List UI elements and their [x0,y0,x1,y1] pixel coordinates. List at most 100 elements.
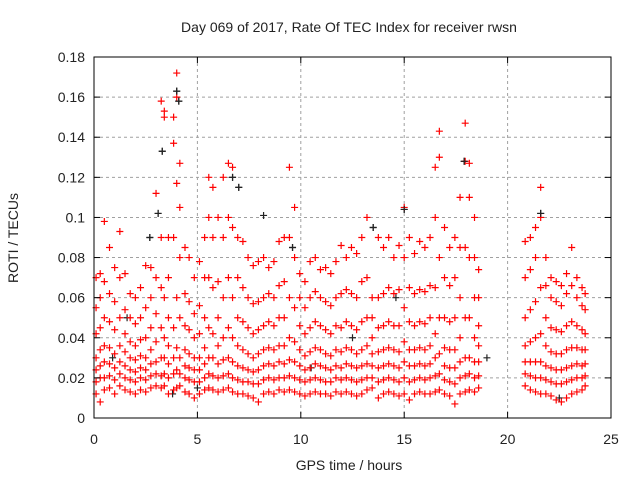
data-point [214,374,222,382]
data-point [347,244,355,252]
data-point [111,326,119,334]
data-point [456,358,464,366]
data-point [547,274,555,282]
data-point [291,338,299,346]
data-point [265,374,273,382]
data-point [400,205,408,213]
data-point [260,346,268,354]
data-point [426,282,434,290]
x-tick-label: 10 [293,431,309,447]
data-point [111,390,119,398]
data-point [170,139,178,147]
data-point [542,376,550,384]
data-point [347,376,355,384]
data-point [311,360,319,368]
data-point [311,288,319,296]
data-point [581,360,589,368]
y-tick-label: 0.18 [58,49,85,65]
data-point [547,364,555,372]
data-point [201,386,209,394]
data-point [358,346,366,354]
data-point [311,254,319,262]
data-point [291,374,299,382]
data-point [465,159,473,167]
data-point [301,352,309,360]
data-point [190,310,198,318]
data-point [157,324,165,332]
x-tick-label: 0 [90,431,98,447]
data-point [116,227,124,235]
data-point [96,270,104,278]
data-point [265,388,273,396]
data-point [316,322,324,330]
data-point [147,324,155,332]
data-point [244,350,252,358]
data-point [209,183,217,191]
y-axis-label: ROTI / TECUs [5,193,21,283]
data-point [214,388,222,396]
data-point [342,374,350,382]
data-point [537,209,545,217]
data-point [421,320,429,328]
data-point [405,234,413,241]
data-point [435,350,443,358]
x-tick-label: 25 [603,431,619,447]
data-point [173,87,181,95]
data-point [229,163,237,171]
data-point [475,294,483,302]
data-point [142,354,150,362]
data-point [537,330,545,338]
data-point [164,360,172,368]
data-point [353,250,361,258]
data-point [347,322,355,330]
data-point [214,213,222,221]
data-point [195,302,203,310]
data-point [285,356,293,364]
data-point [327,352,335,360]
data-point [395,364,403,372]
data-point [201,374,209,382]
data-point [316,376,324,384]
data-point [260,294,268,302]
data-point [421,244,429,252]
y-tick-label: 0.16 [58,89,85,105]
data-point [152,189,160,197]
data-point [205,384,213,392]
data-point [421,362,429,370]
data-point [411,362,419,370]
y-tick-label: 0.04 [58,330,85,346]
data-point [363,213,371,221]
data-point [244,366,252,374]
data-point [542,254,550,262]
data-point [573,360,581,368]
data-point [147,372,155,380]
data-point [581,290,589,298]
data-point [234,234,242,241]
data-point [353,326,361,334]
data-point [160,113,168,121]
data-point [475,384,483,392]
data-point [573,322,581,330]
data-point [229,223,237,231]
data-point [368,384,376,392]
data-point [311,318,319,326]
data-point [176,354,184,362]
data-point [137,314,145,322]
data-point [229,388,237,396]
data-point [195,354,203,362]
data-point [441,223,449,231]
data-point [96,346,104,354]
data-point [563,364,571,372]
data-point [385,388,393,396]
data-point [395,286,403,294]
data-point [557,366,565,374]
data-point [451,234,459,241]
data-point [416,360,424,368]
data-point [390,390,398,398]
data-point [244,324,252,332]
data-point [416,344,424,352]
data-point [142,388,150,396]
data-point [342,360,350,368]
data-point [385,374,393,382]
